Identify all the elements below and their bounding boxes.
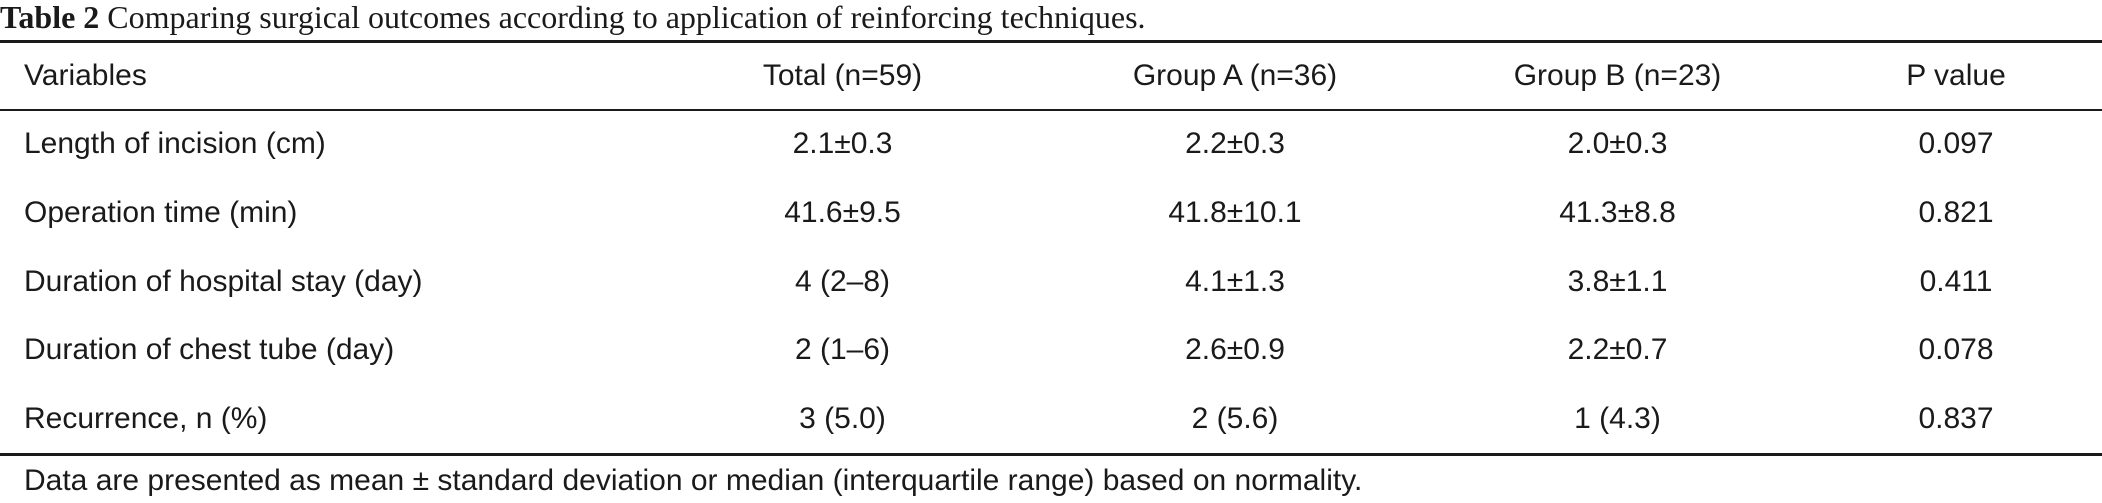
cell-variable: Duration of chest tube (day) [24,333,395,367]
cell-p-value: 0.837 [1918,402,1994,436]
table-header-rule [0,109,2102,111]
cell-group-b: 3.8±1.1 [1567,264,1668,298]
cell-group-a: 2.2±0.3 [1185,127,1285,160]
cell-group-b: 2.2±0.7 [1567,333,1668,367]
cell-group-a: 2 (5.6) [1191,402,1279,436]
cell-p-value: 0.411 [1919,264,1993,298]
table-row: Length of incision (cm) 2.1±0.3 2.2±0.3 … [0,109,2102,179]
header-total: Total (n=59) [762,59,923,92]
cell-variable: Operation time (min) [24,196,298,230]
header-group-a: Group A (n=36) [1132,59,1338,92]
cell-total: 4 (2–8) [794,264,891,298]
outcomes-table: Variables Total (n=59) Group A (n=36) Gr… [0,43,2102,453]
cell-p-value: 0.097 [1918,127,1994,160]
cell-group-b: 1 (4.3) [1574,402,1661,436]
cell-total: 2 (1–6) [794,333,891,367]
cell-group-a: 2.6±0.9 [1185,333,1285,367]
table-row: Duration of chest tube (day) 2 (1–6) 2.6… [0,316,2102,385]
table-bottom-rule [0,453,2102,456]
table-top-rule [0,40,2102,43]
cell-group-a: 4.1±1.3 [1185,264,1285,298]
cell-variable: Duration of hospital stay (day) [24,264,423,298]
table-footnote: Data are presented as mean ± standard de… [24,464,1363,497]
table-row: Operation time (min) 41.6±9.5 41.8±10.1 … [0,179,2102,248]
table-caption-label: Table 2 [0,0,100,35]
table-caption: Table 2 Comparing surgical outcomes acco… [0,0,1146,40]
table-row: Recurrence, n (%) 3 (5.0) 2 (5.6) 1 (4.3… [0,385,2102,454]
cell-total: 3 (5.0) [799,402,886,436]
cell-group-a: 41.8±10.1 [1168,196,1302,230]
cell-variable: Length of incision (cm) [24,127,326,160]
cell-p-value: 0.821 [1918,196,1994,230]
cell-variable: Recurrence, n (%) [24,402,268,436]
header-variables: Variables [24,59,147,92]
cell-p-value: 0.078 [1918,333,1994,367]
cell-group-b: 2.0±0.3 [1567,127,1668,160]
header-group-b: Group B (n=23) [1513,59,1722,92]
table-header-row: Variables Total (n=59) Group A (n=36) Gr… [0,43,2102,109]
table-row: Duration of hospital stay (day) 4 (2–8) … [0,248,2102,317]
header-p-value: P value [1906,59,2006,92]
cell-total: 2.1±0.3 [792,127,893,160]
table-caption-text: Comparing surgical outcomes according to… [107,0,1146,35]
cell-group-b: 41.3±8.8 [1559,196,1676,230]
cell-total: 41.6±9.5 [784,196,901,230]
